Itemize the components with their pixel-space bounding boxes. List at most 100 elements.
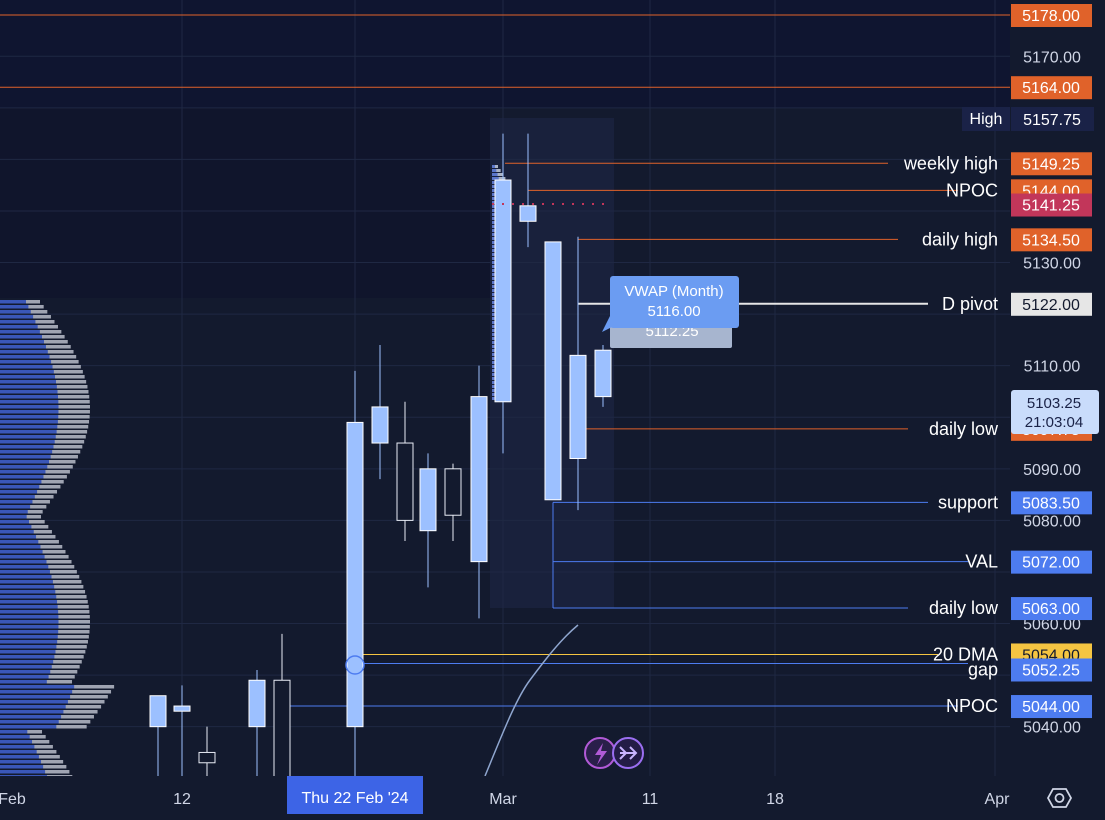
level-label: 20 DMA [933, 644, 998, 664]
session-profile-bar-inner [492, 221, 496, 224]
candle-body[interactable] [273, 679, 291, 779]
profile-bar-inner [0, 475, 44, 479]
session-profile-bar-inner [492, 169, 497, 172]
profile-bar-inner [0, 730, 28, 734]
vwap-title: VWAP (Month) [624, 283, 723, 300]
profile-bar-inner [0, 480, 42, 484]
price-tick: 5080.00 [1023, 513, 1081, 530]
profile-bar-inner [0, 510, 28, 514]
current-price-badge: 5103.25 21:03:04 [1011, 390, 1099, 434]
candle-body[interactable] [371, 406, 389, 444]
candle-body[interactable] [396, 442, 414, 521]
time-tick: Apr [985, 791, 1011, 808]
profile-bar-inner [0, 745, 35, 749]
profile-bar-inner [0, 595, 57, 599]
crosshair-date-label: Thu 22 Feb '24 [287, 776, 423, 814]
time-axis[interactable]: Feb 12 Mar 11 18 Apr [0, 791, 1010, 808]
candles[interactable] [149, 133, 612, 779]
level-label: daily low [929, 419, 999, 439]
candle-body[interactable] [346, 421, 364, 728]
profile-bar-inner [0, 340, 45, 344]
profile-bar-inner [0, 535, 37, 539]
candle-body[interactable] [544, 241, 562, 501]
profile-bar-inner [0, 740, 33, 744]
profile-bar-inner [0, 705, 66, 709]
price-tick: 5090.00 [1023, 462, 1081, 479]
candle-body[interactable] [248, 679, 266, 728]
candle-body[interactable] [444, 468, 462, 516]
profile-bar-inner [0, 430, 57, 434]
profile-bar-inner [0, 635, 58, 639]
candle-body[interactable] [419, 468, 437, 532]
candle-body[interactable] [569, 354, 587, 460]
session-profile-bar-inner [492, 225, 497, 228]
profile-bar-inner [0, 370, 54, 374]
candle-body[interactable] [173, 705, 191, 712]
profile-bar-inner [0, 375, 56, 379]
profile-bar-inner [0, 405, 59, 409]
profile-bar-inner [0, 330, 40, 334]
level-label: D pivot [942, 294, 998, 314]
price-tick: 5130.00 [1023, 256, 1081, 273]
high-badge-value: 5157.75 [1023, 112, 1081, 129]
profile-bar-inner [0, 540, 39, 544]
profile-bar-inner [0, 760, 42, 764]
profile-bar-inner [0, 410, 59, 414]
profile-bar-inner [0, 670, 51, 674]
profile-bar-inner [0, 695, 71, 699]
price-badge-text: 5178.00 [1022, 8, 1080, 25]
high-badge-label: High [970, 111, 1003, 128]
profile-bar-inner [0, 445, 54, 449]
profile-bar-inner [0, 365, 53, 369]
candle-body[interactable] [594, 349, 612, 398]
profile-bar-inner [0, 755, 39, 759]
candle-body[interactable] [494, 179, 512, 403]
session-profile-bar-inner [492, 273, 497, 276]
profile-bar-inner [0, 450, 53, 454]
profile-bar-inner [0, 725, 57, 729]
profile-bar-inner [0, 380, 57, 384]
profile-bar-inner [0, 525, 32, 529]
profile-bar-inner [0, 320, 36, 324]
level-label: daily high [922, 229, 998, 249]
profile-bar-inner [0, 735, 30, 739]
time-tick: Feb [0, 791, 26, 808]
price-badge [1011, 695, 1092, 719]
session-profile-bar-inner [492, 165, 495, 168]
profile-bar-inner [0, 310, 31, 314]
price-badge-text: 5164.00 [1022, 80, 1080, 97]
candle-body[interactable] [519, 205, 537, 222]
level-label: weekly high [903, 153, 998, 173]
candle-body[interactable] [198, 751, 216, 764]
price-badge [1011, 152, 1092, 176]
price-tick: 5040.00 [1023, 720, 1081, 737]
profile-bar-inner [0, 625, 59, 629]
profile-bar-inner [0, 685, 75, 689]
price-badge-text: 5149.25 [1022, 156, 1080, 173]
profile-bar-inner [0, 455, 51, 459]
profile-bar-inner [0, 765, 44, 769]
profile-bar-inner [0, 580, 53, 584]
price-badge-text: 5044.00 [1022, 699, 1080, 716]
price-badge [1011, 597, 1092, 621]
profile-bar-inner [0, 315, 34, 319]
profile-bar-inner [0, 680, 47, 684]
profile-bar-inner [0, 620, 59, 624]
profile-bar-inner [0, 460, 50, 464]
profile-bar-inner [0, 545, 41, 549]
price-badge [1011, 76, 1092, 100]
profile-bar-inner [0, 645, 57, 649]
hexagon-settings-icon[interactable] [1046, 788, 1073, 808]
profile-bar-inner [0, 495, 35, 499]
candle-body[interactable] [470, 396, 488, 563]
level-label: VAL [965, 552, 998, 572]
price-axis[interactable]: 5170.00 5130.00 5110.00 5090.00 5080.00 5060.… [1023, 49, 1081, 736]
candle-body[interactable] [149, 695, 167, 728]
time-tick: 12 [173, 791, 191, 808]
profile-bar-inner [0, 420, 58, 424]
replay-icon[interactable] [584, 737, 644, 769]
profile-bar-inner [0, 770, 46, 774]
profile-bar-inner [0, 570, 50, 574]
profile-bar-inner [0, 415, 59, 419]
